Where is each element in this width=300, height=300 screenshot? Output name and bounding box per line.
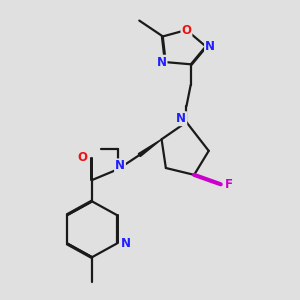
Text: N: N (115, 159, 125, 172)
Text: N: N (205, 40, 215, 53)
Text: O: O (78, 151, 88, 164)
Text: N: N (157, 56, 166, 69)
Text: F: F (224, 178, 232, 191)
Polygon shape (138, 139, 162, 157)
Text: N: N (176, 112, 186, 125)
Text: N: N (121, 237, 130, 250)
Text: O: O (182, 23, 191, 37)
